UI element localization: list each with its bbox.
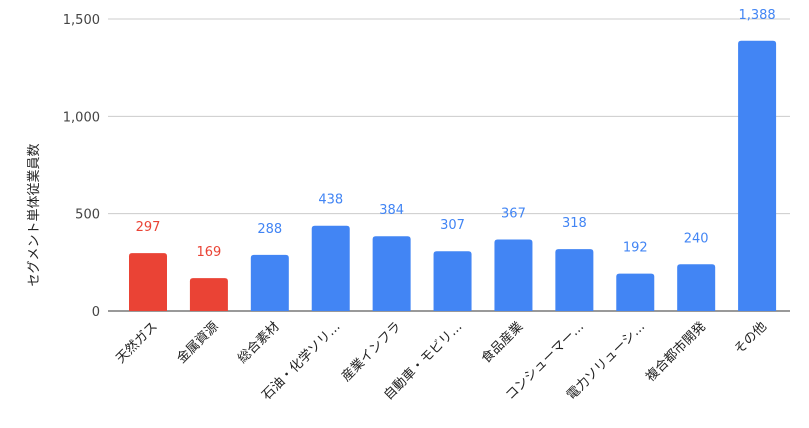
x-tick-label: 複合都市開発 [643, 319, 709, 385]
x-tick-label: 総合素材 [235, 319, 282, 366]
bar [129, 253, 167, 311]
bar [616, 273, 655, 311]
data-label: 318 [562, 216, 587, 231]
data-label: 384 [379, 203, 404, 218]
bar [189, 278, 228, 311]
y-axis-title: セグメント単体従業員数 [26, 143, 42, 286]
data-label: 192 [623, 241, 648, 256]
y-tick-label: 500 [75, 208, 100, 223]
bar [433, 251, 472, 311]
y-axis-ticks: 0 500 1,000 1,500 [63, 13, 100, 320]
data-label: 288 [257, 222, 282, 237]
bars [129, 40, 777, 311]
data-labels: 297 169 288 438 384 307 367 318 192 240 1,388 [136, 8, 776, 260]
y-tick-label: 1,500 [63, 13, 100, 28]
bar [677, 264, 716, 311]
bar [555, 249, 594, 311]
bar [738, 40, 777, 311]
y-tick-label: 1,000 [63, 110, 100, 125]
bar [494, 239, 533, 311]
x-tick-label: その他 [732, 319, 770, 357]
data-label: 240 [684, 231, 709, 246]
x-tick-label: 金属資源 [174, 319, 222, 367]
bar [372, 236, 411, 311]
data-label: 438 [318, 193, 343, 208]
bar [250, 254, 289, 311]
y-tick-label: 0 [92, 305, 100, 320]
bar [311, 225, 350, 311]
data-label: 1,388 [738, 8, 775, 23]
data-label: 297 [136, 220, 161, 235]
x-tick-label: 天然ガス [113, 319, 161, 367]
data-label: 307 [440, 218, 465, 233]
x-tick-label: 産業インフラ [338, 319, 404, 385]
x-tick-label: 食品産業 [478, 319, 526, 367]
data-label: 367 [501, 207, 526, 222]
data-label: 169 [196, 245, 221, 260]
